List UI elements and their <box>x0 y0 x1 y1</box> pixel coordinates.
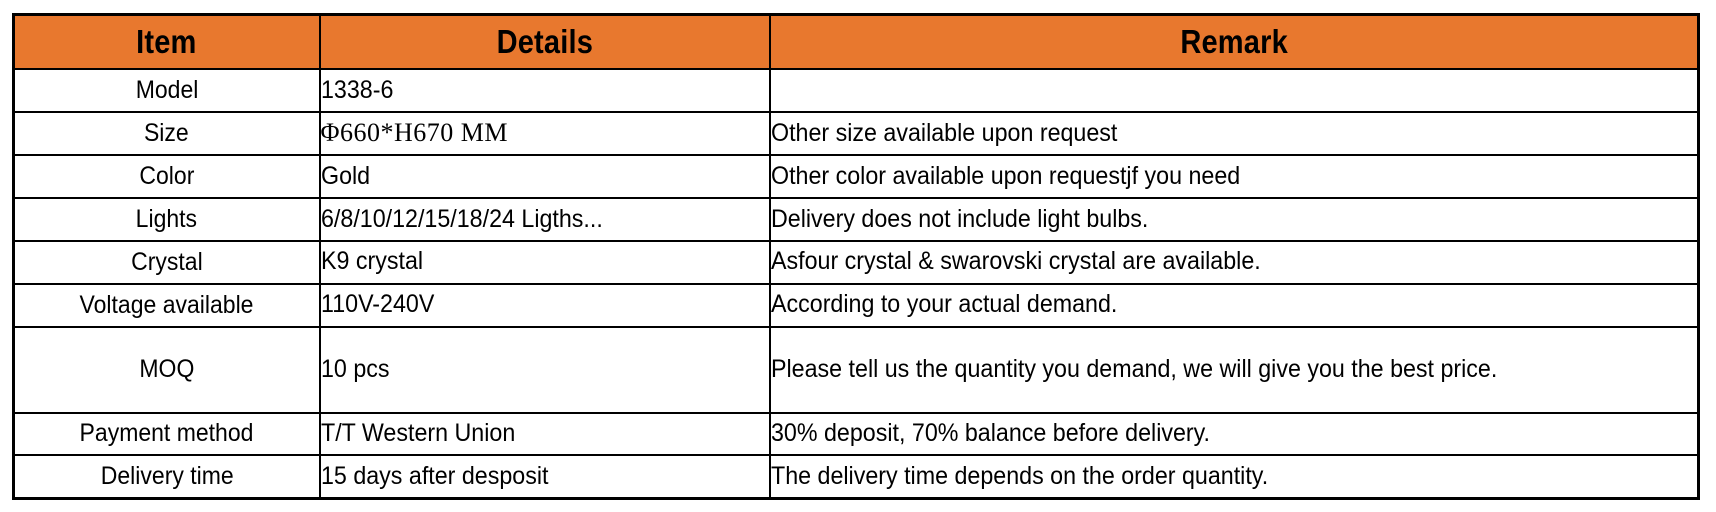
table-row-size: Size Φ660*H670 MM Other size available u… <box>12 110 1700 156</box>
cell-remark-delivery-time: The delivery time depends on the order q… <box>768 454 1700 500</box>
cell-item-color: Color <box>12 153 321 199</box>
cell-item-voltage-available: Voltage available <box>12 282 321 328</box>
cell-remark-model <box>768 68 1700 113</box>
cell-remark-lights-text: Delivery does not include light bulbs. <box>770 204 1148 233</box>
cell-remark-moq: Please tell us the quantity you demand, … <box>768 325 1700 414</box>
column-header-item-label: Item <box>136 23 197 60</box>
cell-remark-crystal: Asfour crystal & swarovski crystal are a… <box>768 239 1700 285</box>
cell-item-voltage-available-text: Voltage available <box>79 290 254 319</box>
table-header: Item Details Remark <box>12 13 1700 70</box>
table-row-crystal: Crystal K9 crystal Asfour crystal & swar… <box>12 239 1700 285</box>
cell-remark-size-text: Other size available upon request <box>770 118 1117 147</box>
cell-item-delivery-time-text: Delivery time <box>100 462 234 491</box>
cell-item-lights: Lights <box>12 196 321 242</box>
cell-details-size-text: Φ660*H670 MM <box>320 118 509 148</box>
cell-item-color-text: Color <box>139 161 195 190</box>
cell-item-model-text: Model <box>135 75 199 104</box>
cell-details-lights: 6/8/10/12/15/18/24 Ligths... <box>318 196 771 242</box>
cell-remark-color-text: Other color available upon requestjf you… <box>770 161 1240 190</box>
cell-details-crystal: K9 crystal <box>318 239 771 285</box>
cell-remark-size: Other size available upon request <box>768 110 1700 156</box>
cell-item-moq-text: MOQ <box>139 355 195 384</box>
cell-remark-delivery-time-text: The delivery time depends on the order q… <box>770 461 1268 490</box>
cell-item-payment-method: Payment method <box>12 411 321 457</box>
cell-details-delivery-time: 15 days after desposit <box>318 454 771 500</box>
cell-item-lights-text: Lights <box>136 204 198 233</box>
cell-item-model: Model <box>12 68 321 113</box>
cell-details-color: Gold <box>318 153 771 199</box>
cell-details-model: 1338-6 <box>318 68 771 113</box>
header-row: Item Details Remark <box>12 13 1700 70</box>
cell-item-size: Size <box>12 110 321 156</box>
table-row-delivery-time: Delivery time 15 days after desposit The… <box>12 454 1700 500</box>
column-header-remark: Remark <box>768 13 1700 70</box>
cell-details-moq: 10 pcs <box>318 325 771 414</box>
table-row-payment-method: Payment method T/T Western Union 30% dep… <box>12 411 1700 457</box>
cell-details-delivery-time-text: 15 days after desposit <box>320 461 548 490</box>
column-header-details: Details <box>318 13 771 70</box>
cell-details-crystal-text: K9 crystal <box>320 247 423 276</box>
column-header-details-label: Details <box>496 23 593 60</box>
cell-details-size: Φ660*H670 MM <box>318 110 771 156</box>
table-row-moq: MOQ 10 pcs Please tell us the quantity y… <box>12 325 1700 414</box>
cell-item-crystal: Crystal <box>12 239 321 285</box>
cell-item-crystal-text: Crystal <box>130 247 203 276</box>
cell-details-voltage-available: 110V-240V <box>318 282 771 328</box>
cell-details-lights-text: 6/8/10/12/15/18/24 Ligths... <box>320 204 603 233</box>
table-row-color: Color Gold Other color available upon re… <box>12 153 1700 199</box>
cell-item-payment-method-text: Payment method <box>79 419 254 448</box>
table-row-model: Model 1338-6 <box>12 68 1700 113</box>
cell-details-moq-text: 10 pcs <box>320 354 390 383</box>
cell-remark-payment-method: 30% deposit, 70% balance before delivery… <box>768 411 1700 457</box>
table-row-voltage-available: Voltage available 110V-240V According to… <box>12 282 1700 328</box>
spec-table: Item Details Remark Model 1338-6 <box>12 13 1700 500</box>
column-header-item: Item <box>12 13 321 70</box>
column-header-remark-label: Remark <box>1179 23 1288 60</box>
cell-details-voltage-available-text: 110V-240V <box>320 290 434 319</box>
product-specification-table: Item Details Remark Model 1338-6 <box>12 13 1700 500</box>
cell-remark-payment-method-text: 30% deposit, 70% balance before delivery… <box>770 419 1210 448</box>
cell-item-delivery-time: Delivery time <box>12 454 321 500</box>
table-row-lights: Lights 6/8/10/12/15/18/24 Ligths... Deli… <box>12 196 1700 242</box>
cell-details-payment-method: T/T Western Union <box>318 411 771 457</box>
cell-item-size-text: Size <box>144 118 190 147</box>
cell-item-moq: MOQ <box>12 325 321 414</box>
cell-remark-crystal-text: Asfour crystal & swarovski crystal are a… <box>770 247 1261 276</box>
cell-details-color-text: Gold <box>320 161 370 190</box>
cell-remark-voltage-available-text: According to your actual demand. <box>770 290 1117 319</box>
cell-details-model-text: 1338-6 <box>320 75 393 104</box>
cell-details-payment-method-text: T/T Western Union <box>320 419 515 448</box>
cell-remark-lights: Delivery does not include light bulbs. <box>768 196 1700 242</box>
cell-remark-voltage-available: According to your actual demand. <box>768 282 1700 328</box>
cell-remark-color: Other color available upon requestjf you… <box>768 153 1700 199</box>
cell-remark-moq-text: Please tell us the quantity you demand, … <box>770 354 1497 383</box>
table-body: Model 1338-6 Size Φ660*H670 MM Other siz… <box>12 68 1700 500</box>
